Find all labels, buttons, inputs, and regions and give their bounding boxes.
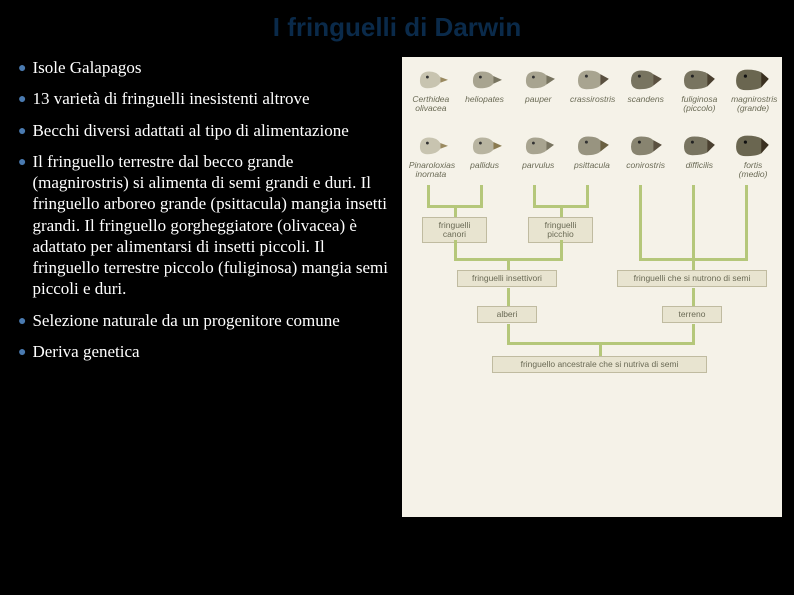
bullet-item: ● Isole Galapagos: [18, 57, 388, 78]
finch-head-icon: [625, 63, 665, 93]
finch-row-2: [402, 123, 782, 161]
group-box: fringuelli canori: [422, 217, 487, 243]
bullet-column: ● Isole Galapagos ● 13 varietà di fringu…: [18, 57, 388, 517]
tree-branch: [639, 205, 642, 258]
group-box: alberi: [477, 306, 537, 323]
tree-branch: [599, 342, 602, 356]
bullet-dot-icon: ●: [18, 313, 26, 331]
species-label: parvulus: [516, 161, 560, 179]
bullet-text: Il fringuello terrestre dal becco grande…: [32, 151, 388, 300]
bullet-text: Deriva genetica: [32, 341, 388, 362]
tree-branch: [507, 324, 510, 342]
tree-branch: [692, 205, 695, 258]
species-label: heliopates: [463, 95, 507, 113]
bullet-dot-icon: ●: [18, 154, 26, 172]
group-box: terreno: [662, 306, 722, 323]
finch-head-icon: [731, 63, 771, 93]
finch-head-icon: [625, 129, 665, 159]
finch-head-icon: [572, 129, 612, 159]
bullet-item: ● 13 varietà di fringuelli inesistenti a…: [18, 88, 388, 109]
finch-phylogeny-diagram: Certhidea olivacea heliopates pauper cra…: [402, 57, 782, 517]
group-box: fringuelli insettivori: [457, 270, 557, 287]
finch-head-icon: [572, 63, 612, 93]
species-label: Pinaroloxias inornata: [409, 161, 453, 179]
bullet-dot-icon: ●: [18, 91, 26, 109]
bullet-item: ● Deriva genetica: [18, 341, 388, 362]
finch-head-icon: [413, 129, 453, 159]
tree-branch: [560, 240, 563, 258]
finch-row-1: [402, 57, 782, 95]
tree-branch: [533, 185, 536, 205]
tree-branch: [586, 185, 589, 205]
species-label: scandens: [624, 95, 668, 113]
bullet-item: ● Becchi diversi adattati al tipo di ali…: [18, 120, 388, 141]
bullet-item: ● Il fringuello terrestre dal becco gran…: [18, 151, 388, 300]
tree-branch: [692, 185, 695, 205]
species-label: difficilis: [677, 161, 721, 179]
root-box: fringuello ancestrale che si nutriva di …: [492, 356, 707, 373]
finch-head-icon: [519, 63, 559, 93]
species-label: Certhidea olivacea: [409, 95, 453, 113]
finch-head-icon: [678, 63, 718, 93]
finch-head-icon: [413, 63, 453, 93]
tree-branch: [692, 324, 695, 342]
finch-head-icon: [519, 129, 559, 159]
species-label: fuliginosa (piccolo): [677, 95, 721, 113]
tree-branch: [454, 240, 457, 258]
content-row: ● Isole Galapagos ● 13 varietà di fringu…: [18, 57, 776, 517]
tree-branch: [427, 185, 430, 205]
bullet-text: Becchi diversi adattati al tipo di alime…: [32, 120, 388, 141]
species-label: pauper: [516, 95, 560, 113]
species-label: pallidus: [463, 161, 507, 179]
tree-branch: [692, 258, 695, 270]
species-label: fortis (medio): [731, 161, 775, 179]
tree-branch: [480, 185, 483, 205]
species-label: crassirostris: [570, 95, 614, 113]
phylogeny-tree: fringuelli canori fringuelli picchio fri…: [402, 185, 782, 385]
bullet-dot-icon: ●: [18, 123, 26, 141]
finch-head-icon: [466, 63, 506, 93]
bullet-text: Selezione naturale da un progenitore com…: [32, 310, 388, 331]
species-label: conirostris: [624, 161, 668, 179]
bullet-text: Isole Galapagos: [32, 57, 388, 78]
bullet-text: 13 varietà di fringuelli inesistenti alt…: [32, 88, 388, 109]
tree-branch: [639, 185, 642, 205]
finch-head-icon: [466, 129, 506, 159]
slide: I fringuelli di Darwin ● Isole Galapagos…: [0, 0, 794, 595]
group-box: fringuelli picchio: [528, 217, 593, 243]
tree-branch: [560, 205, 563, 217]
finch-head-icon: [731, 129, 771, 159]
diagram-column: Certhidea olivacea heliopates pauper cra…: [402, 57, 782, 517]
finch-head-icon: [678, 129, 718, 159]
bullet-dot-icon: ●: [18, 344, 26, 362]
group-box: fringuelli che si nutrono di semi: [617, 270, 767, 287]
species-label: magnirostris (grande): [731, 95, 775, 113]
bullet-dot-icon: ●: [18, 60, 26, 78]
tree-branch: [692, 288, 695, 306]
tree-branch: [507, 288, 510, 306]
bullet-list: ● Isole Galapagos ● 13 varietà di fringu…: [18, 57, 388, 362]
species-labels-row-2: Pinaroloxias inornata pallidus parvulus …: [402, 161, 782, 179]
species-label: psittacula: [570, 161, 614, 179]
tree-branch: [454, 205, 457, 217]
species-labels-row-1: Certhidea olivacea heliopates pauper cra…: [402, 95, 782, 113]
tree-branch: [745, 185, 748, 205]
bullet-item: ● Selezione naturale da un progenitore c…: [18, 310, 388, 331]
tree-branch: [745, 205, 748, 258]
slide-title: I fringuelli di Darwin: [18, 12, 776, 43]
tree-branch: [507, 258, 510, 270]
